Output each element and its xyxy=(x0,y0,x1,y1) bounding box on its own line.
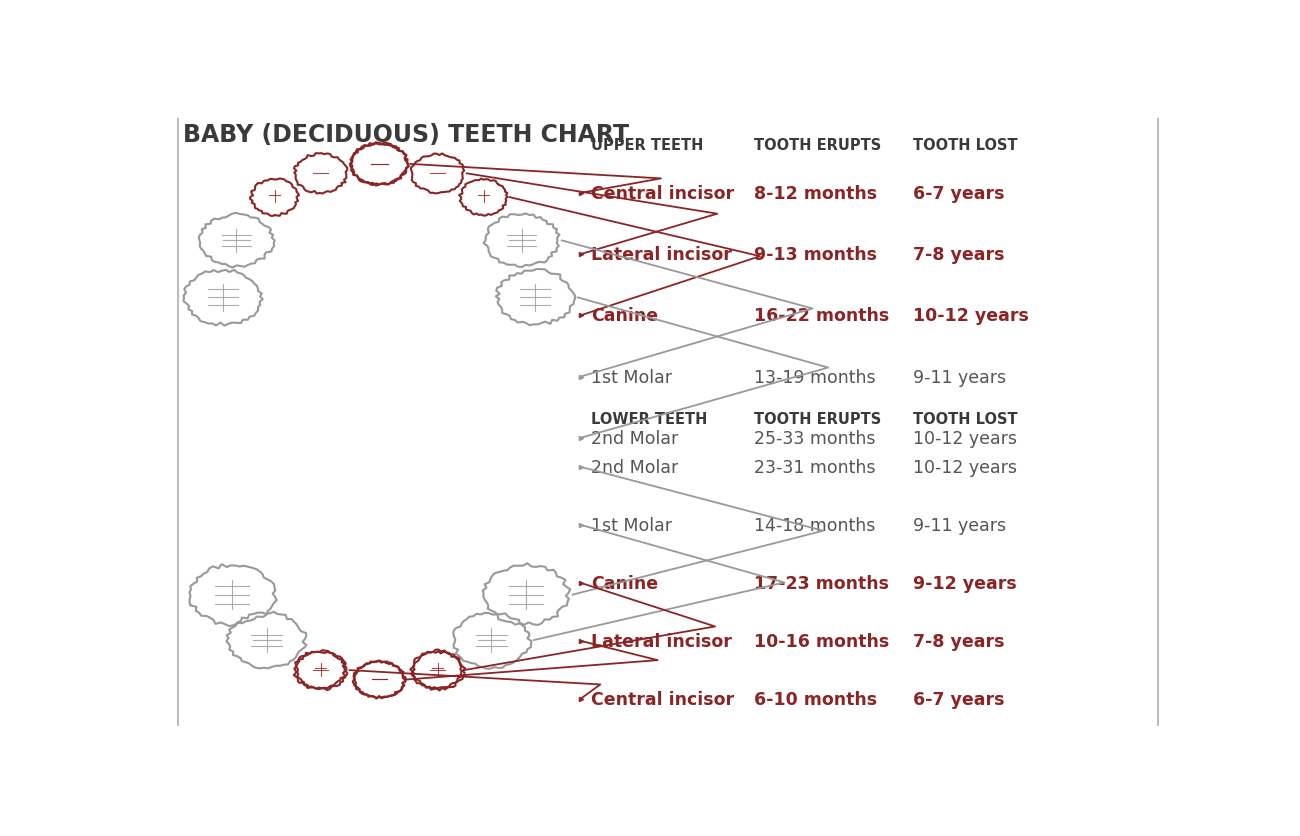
Polygon shape xyxy=(484,214,559,268)
Text: 6-7 years: 6-7 years xyxy=(913,690,1005,708)
Polygon shape xyxy=(350,144,408,186)
Text: 9-11 years: 9-11 years xyxy=(913,516,1006,534)
Text: LOWER TEETH: LOWER TEETH xyxy=(590,411,707,426)
Polygon shape xyxy=(352,660,406,698)
Polygon shape xyxy=(354,661,406,699)
Text: 2nd Molar: 2nd Molar xyxy=(590,458,677,477)
Text: 9-12 years: 9-12 years xyxy=(913,574,1017,592)
Text: BABY (DECIDUOUS) TEETH CHART: BABY (DECIDUOUS) TEETH CHART xyxy=(182,123,629,147)
Text: UPPER TEETH: UPPER TEETH xyxy=(590,138,703,153)
Polygon shape xyxy=(294,154,347,194)
Text: 1st Molar: 1st Molar xyxy=(590,368,672,386)
Text: 8-12 months: 8-12 months xyxy=(754,185,878,202)
Text: TOOTH ERUPTS: TOOTH ERUPTS xyxy=(754,411,881,426)
Polygon shape xyxy=(183,271,263,326)
Text: TOOTH LOST: TOOTH LOST xyxy=(913,411,1018,426)
Text: 25-33 months: 25-33 months xyxy=(754,429,875,447)
Text: 13-19 months: 13-19 months xyxy=(754,368,875,386)
Polygon shape xyxy=(351,143,408,186)
Text: 23-31 months: 23-31 months xyxy=(754,458,875,477)
Polygon shape xyxy=(454,613,532,669)
Polygon shape xyxy=(296,652,345,689)
Text: 6-10 months: 6-10 months xyxy=(754,690,878,708)
Text: 7-8 years: 7-8 years xyxy=(913,632,1005,650)
Polygon shape xyxy=(459,179,507,217)
Text: Central incisor: Central incisor xyxy=(590,690,733,708)
Text: 6-7 years: 6-7 years xyxy=(913,185,1005,202)
Polygon shape xyxy=(412,651,462,689)
Text: 2nd Molar: 2nd Molar xyxy=(590,429,677,447)
Text: Canine: Canine xyxy=(590,307,658,325)
Text: 10-12 years: 10-12 years xyxy=(913,429,1017,447)
Text: Lateral incisor: Lateral incisor xyxy=(590,246,732,264)
Polygon shape xyxy=(495,270,575,326)
Polygon shape xyxy=(190,564,277,626)
Text: 10-12 years: 10-12 years xyxy=(913,307,1030,325)
Text: 14-18 months: 14-18 months xyxy=(754,516,875,534)
Text: 7-8 years: 7-8 years xyxy=(913,246,1005,264)
Text: TOOTH ERUPTS: TOOTH ERUPTS xyxy=(754,138,881,153)
Text: TOOTH LOST: TOOTH LOST xyxy=(913,138,1018,153)
Polygon shape xyxy=(482,563,571,625)
Text: 17-23 months: 17-23 months xyxy=(754,574,889,592)
Polygon shape xyxy=(250,179,299,217)
Text: 10-12 years: 10-12 years xyxy=(913,458,1017,477)
Polygon shape xyxy=(199,214,274,268)
Text: 9-11 years: 9-11 years xyxy=(913,368,1006,386)
Text: 16-22 months: 16-22 months xyxy=(754,307,889,325)
Polygon shape xyxy=(226,612,307,669)
Polygon shape xyxy=(294,650,347,691)
Text: Lateral incisor: Lateral incisor xyxy=(590,632,732,650)
Text: 1st Molar: 1st Molar xyxy=(590,516,672,534)
Polygon shape xyxy=(411,650,465,691)
Text: 9-13 months: 9-13 months xyxy=(754,246,878,264)
Polygon shape xyxy=(411,155,464,194)
Text: Canine: Canine xyxy=(590,574,658,592)
Text: Central incisor: Central incisor xyxy=(590,185,733,202)
Text: 10-16 months: 10-16 months xyxy=(754,632,889,650)
